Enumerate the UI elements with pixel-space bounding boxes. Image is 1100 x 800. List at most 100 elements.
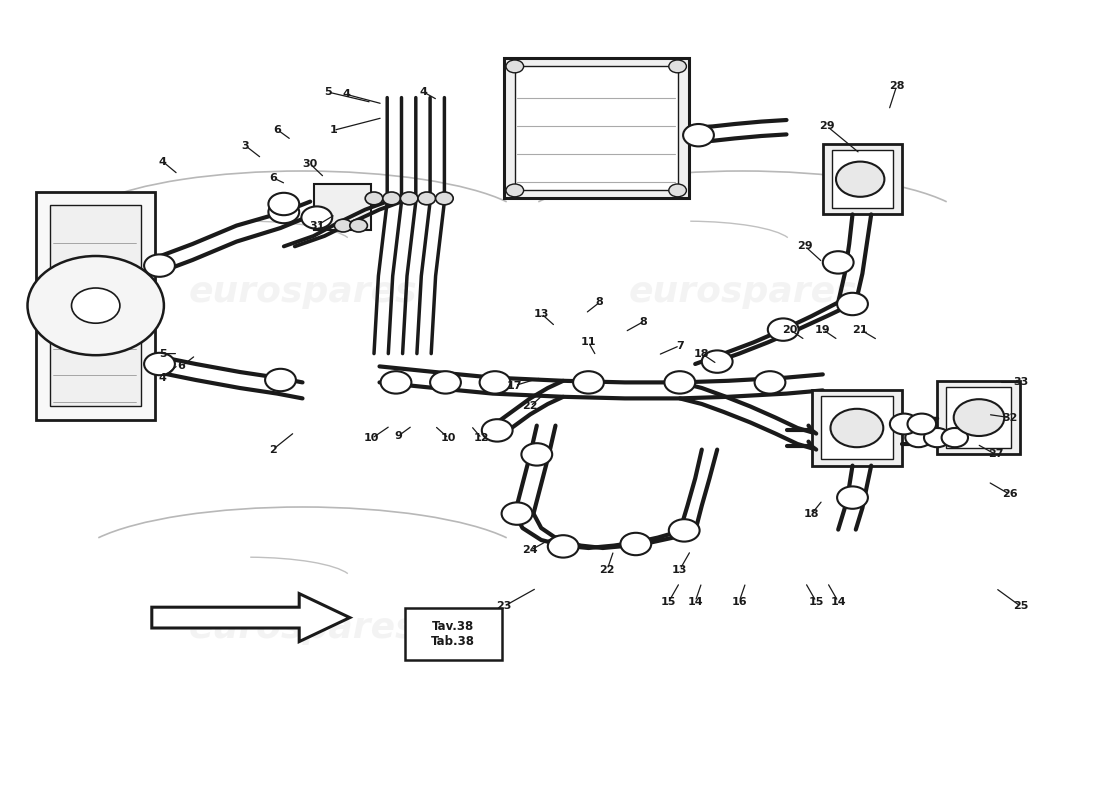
Text: 4: 4 [342,90,351,99]
Circle shape [418,192,436,205]
Bar [812,390,902,466]
Text: eurospares: eurospares [188,275,417,309]
Circle shape [482,419,513,442]
Bar [405,608,502,660]
Circle shape [144,353,175,375]
Text: eurospares: eurospares [628,275,857,309]
Text: 17: 17 [507,381,522,390]
Circle shape [436,192,453,205]
Bar [946,387,1011,448]
Text: 1: 1 [329,126,338,135]
Text: 8: 8 [595,298,604,307]
Circle shape [573,371,604,394]
Text: 13: 13 [534,309,549,318]
Circle shape [521,443,552,466]
Text: 29: 29 [820,122,835,131]
Circle shape [480,371,510,394]
Circle shape [702,350,733,373]
Text: 29: 29 [798,242,813,251]
Circle shape [268,193,299,215]
Text: Tav.38
Tab.38: Tav.38 Tab.38 [431,620,475,648]
Text: 25: 25 [1013,602,1028,611]
Text: 11: 11 [581,338,596,347]
Text: 4: 4 [158,157,167,166]
Polygon shape [152,594,350,642]
Circle shape [334,219,352,232]
Text: 4: 4 [158,373,167,382]
Bar [832,150,893,208]
Text: 3: 3 [242,141,249,150]
Text: 10: 10 [364,434,380,443]
Circle shape [430,371,461,394]
Circle shape [837,293,868,315]
Circle shape [365,192,383,205]
Circle shape [908,414,936,434]
Circle shape [506,184,524,197]
Bar [821,396,893,459]
Text: 15: 15 [661,597,676,606]
Text: 14: 14 [688,597,703,606]
Text: 24: 24 [522,546,538,555]
Circle shape [669,60,686,73]
Text: eurospares: eurospares [188,611,417,645]
Text: 33: 33 [1013,378,1028,387]
Circle shape [669,184,686,197]
Bar [314,184,371,230]
Text: 22: 22 [522,402,538,411]
Text: 23: 23 [496,602,512,611]
Circle shape [664,371,695,394]
Circle shape [890,414,918,434]
Text: 19: 19 [815,325,830,334]
Circle shape [768,318,799,341]
Text: 21: 21 [852,325,868,334]
Bar [515,66,678,190]
Text: 14: 14 [830,597,846,606]
Text: 26: 26 [1002,490,1018,499]
Text: 2: 2 [268,445,277,454]
Circle shape [669,519,700,542]
Bar [50,205,141,406]
Circle shape [905,428,932,447]
Circle shape [755,371,785,394]
Circle shape [265,369,296,391]
Text: 32: 32 [1002,413,1018,422]
Text: 22: 22 [600,565,615,574]
Circle shape [683,124,714,146]
Circle shape [823,251,854,274]
Text: 6: 6 [177,362,186,371]
Text: 5: 5 [160,349,166,358]
Text: 7: 7 [675,341,684,350]
Circle shape [620,533,651,555]
Bar [504,58,689,198]
Text: 31: 31 [309,221,324,230]
Bar [937,381,1020,454]
Text: 8: 8 [639,317,648,326]
Text: 20: 20 [782,325,797,334]
Text: 6: 6 [268,173,277,182]
Circle shape [830,409,883,447]
Circle shape [506,60,524,73]
Text: 27: 27 [988,450,1003,459]
Circle shape [502,502,532,525]
Text: 18: 18 [804,509,820,518]
Circle shape [837,486,868,509]
Bar [823,144,902,214]
Circle shape [350,219,367,232]
Circle shape [268,201,299,223]
Text: 4: 4 [419,87,428,97]
Circle shape [381,371,411,394]
Circle shape [28,256,164,355]
Bar [36,192,155,420]
Text: 12: 12 [474,434,490,443]
Circle shape [72,288,120,323]
Text: 9: 9 [394,431,403,441]
Circle shape [400,192,418,205]
Circle shape [942,428,968,447]
Circle shape [836,162,884,197]
Circle shape [954,399,1004,436]
Text: 5: 5 [324,87,331,97]
Text: 18: 18 [694,349,710,358]
Circle shape [144,254,175,277]
Circle shape [301,206,332,229]
Text: 15: 15 [808,597,824,606]
